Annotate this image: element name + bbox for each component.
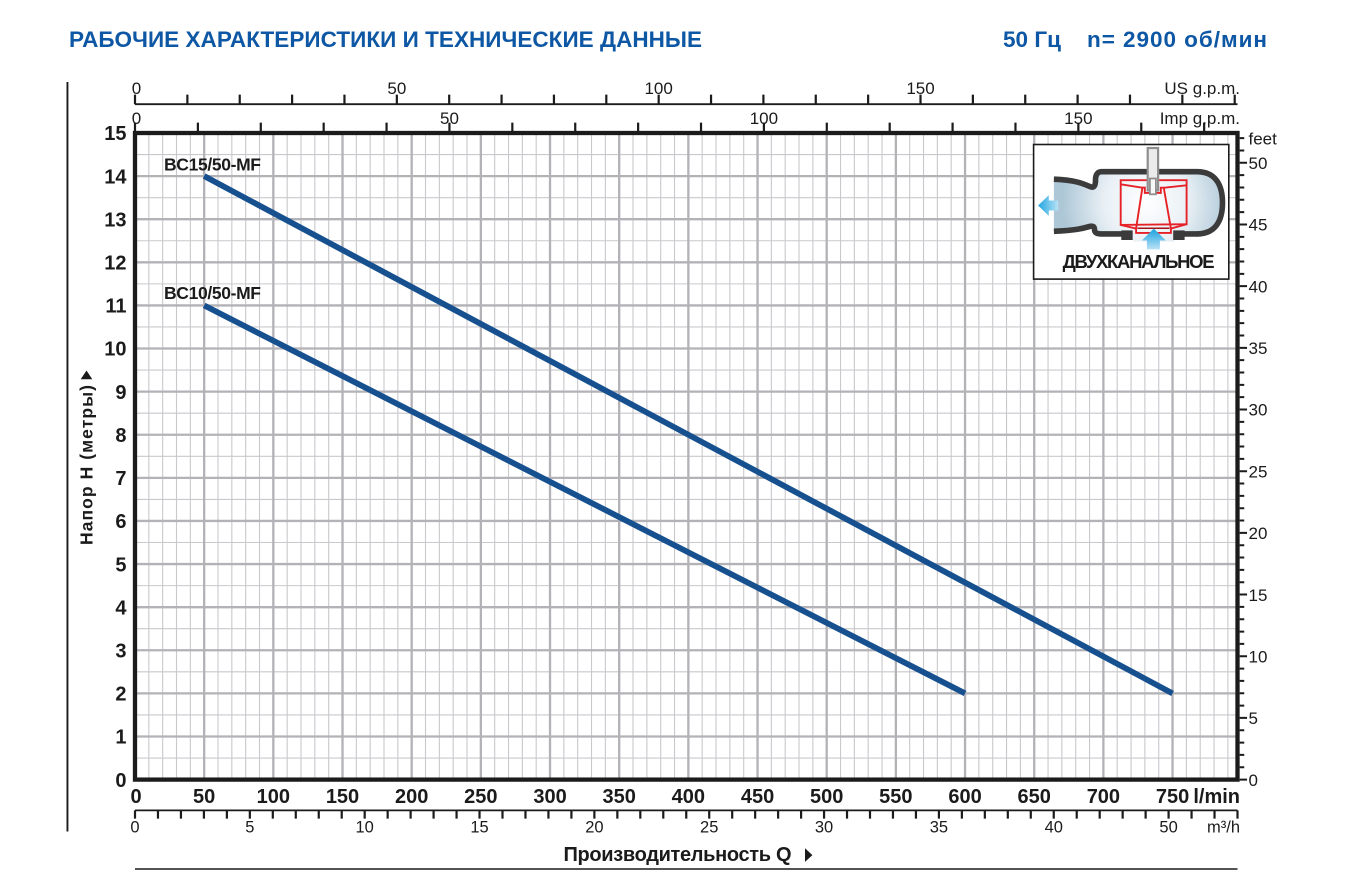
svg-text:5: 5 xyxy=(115,554,126,576)
svg-text:ДВУХКАНАЛЬНОЕ: ДВУХКАНАЛЬНОЕ xyxy=(1063,251,1215,272)
svg-text:12: 12 xyxy=(104,253,126,275)
svg-text:n= 2900 об/мин: n= 2900 об/мин xyxy=(1087,27,1267,52)
svg-text:Imp g.p.m.: Imp g.p.m. xyxy=(1160,109,1240,128)
svg-text:Напор H (метры): Напор H (метры) xyxy=(77,385,97,545)
svg-text:0: 0 xyxy=(130,786,141,808)
svg-text:US g.p.m.: US g.p.m. xyxy=(1164,79,1240,98)
svg-text:100: 100 xyxy=(257,786,290,808)
svg-text:9: 9 xyxy=(115,382,126,404)
svg-text:600: 600 xyxy=(948,786,981,808)
svg-text:10: 10 xyxy=(1249,647,1268,666)
svg-text:0: 0 xyxy=(130,818,139,836)
svg-text:25: 25 xyxy=(700,818,718,836)
svg-text:25: 25 xyxy=(1249,462,1268,481)
svg-text:30: 30 xyxy=(815,818,833,836)
svg-text:0: 0 xyxy=(132,109,141,128)
svg-text:РАБОЧИЕ ХАРАКТЕРИСТИКИ И ТЕХНИ: РАБОЧИЕ ХАРАКТЕРИСТИКИ И ТЕХНИЧЕСКИЕ ДАН… xyxy=(69,27,702,52)
svg-text:0: 0 xyxy=(1249,771,1258,790)
svg-text:BC10/50-MF: BC10/50-MF xyxy=(164,283,261,303)
svg-text:8: 8 xyxy=(115,425,126,447)
svg-text:15: 15 xyxy=(104,123,126,145)
svg-text:400: 400 xyxy=(672,786,705,808)
svg-text:2: 2 xyxy=(115,684,126,706)
svg-text:50: 50 xyxy=(387,79,406,98)
svg-text:7: 7 xyxy=(115,468,126,490)
svg-text:13: 13 xyxy=(104,209,126,231)
svg-text:50: 50 xyxy=(1249,154,1268,173)
svg-text:35: 35 xyxy=(930,818,948,836)
svg-text:45: 45 xyxy=(1249,216,1268,235)
svg-text:4: 4 xyxy=(115,597,127,619)
svg-text:3: 3 xyxy=(115,640,126,662)
svg-text:700: 700 xyxy=(1087,786,1120,808)
svg-text:5: 5 xyxy=(245,818,254,836)
svg-text:l/min: l/min xyxy=(1193,786,1240,808)
svg-text:50: 50 xyxy=(440,109,459,128)
svg-text:0: 0 xyxy=(132,79,141,98)
svg-text:6: 6 xyxy=(115,511,126,533)
svg-text:500: 500 xyxy=(810,786,843,808)
svg-text:100: 100 xyxy=(644,79,672,98)
svg-text:10: 10 xyxy=(104,339,126,361)
svg-text:10: 10 xyxy=(356,818,374,836)
svg-text:150: 150 xyxy=(326,786,359,808)
svg-text:0: 0 xyxy=(115,770,126,792)
svg-text:450: 450 xyxy=(741,786,774,808)
svg-text:15: 15 xyxy=(470,818,488,836)
svg-text:m³/h: m³/h xyxy=(1207,818,1240,836)
svg-text:1: 1 xyxy=(115,727,126,749)
svg-text:750: 750 xyxy=(1156,786,1189,808)
svg-text:50: 50 xyxy=(1159,818,1177,836)
svg-text:30: 30 xyxy=(1249,401,1268,420)
svg-text:40: 40 xyxy=(1045,818,1063,836)
svg-text:550: 550 xyxy=(879,786,912,808)
svg-text:200: 200 xyxy=(395,786,428,808)
svg-text:14: 14 xyxy=(104,166,127,188)
svg-text:300: 300 xyxy=(533,786,566,808)
svg-text:50 Гц: 50 Гц xyxy=(1003,27,1061,52)
svg-text:350: 350 xyxy=(603,786,636,808)
svg-text:15: 15 xyxy=(1249,586,1268,605)
svg-text:250: 250 xyxy=(464,786,497,808)
svg-text:650: 650 xyxy=(1018,786,1051,808)
svg-text:5: 5 xyxy=(1249,709,1258,728)
svg-text:feet: feet xyxy=(1249,130,1278,149)
svg-text:150: 150 xyxy=(1064,109,1092,128)
svg-text:11: 11 xyxy=(105,296,126,318)
svg-text:Производительность Q: Производительность Q xyxy=(564,844,792,866)
svg-text:40: 40 xyxy=(1249,277,1268,296)
svg-text:35: 35 xyxy=(1249,339,1268,358)
svg-text:50: 50 xyxy=(193,786,215,808)
svg-text:100: 100 xyxy=(750,109,778,128)
svg-text:150: 150 xyxy=(906,79,934,98)
svg-text:BC15/50-MF: BC15/50-MF xyxy=(164,154,261,174)
svg-text:20: 20 xyxy=(585,818,603,836)
svg-text:20: 20 xyxy=(1249,524,1268,543)
